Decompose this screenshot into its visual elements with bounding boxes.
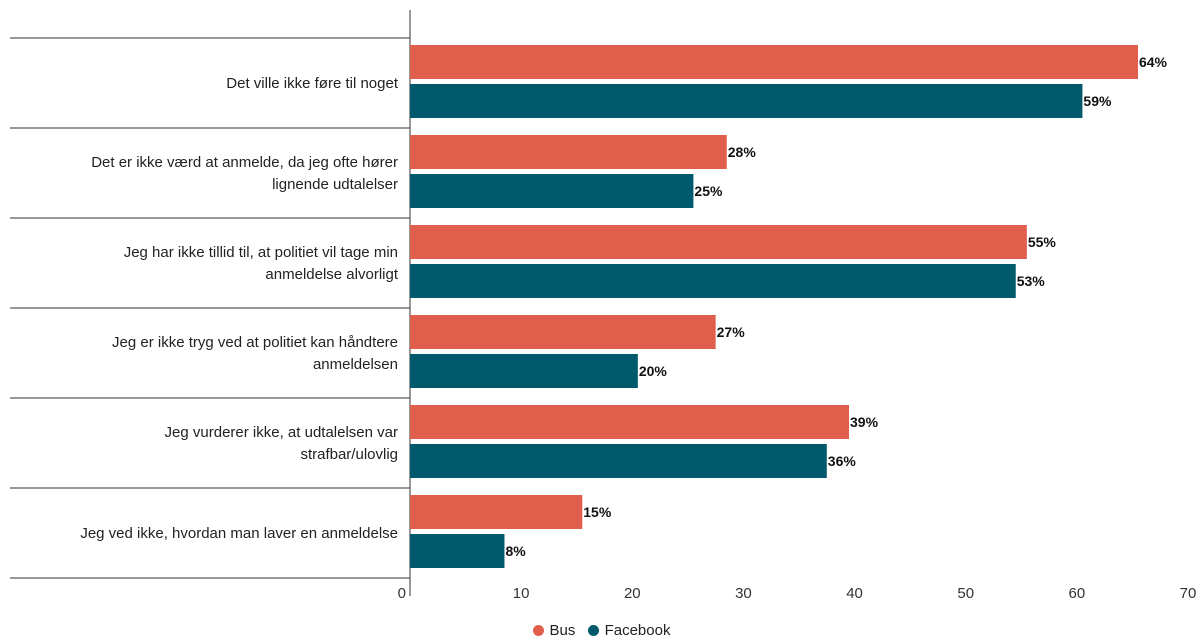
bar-bus bbox=[410, 135, 727, 169]
data-label-bus: 28% bbox=[728, 144, 757, 160]
data-label-facebook: 8% bbox=[505, 543, 526, 559]
category-label-line: lignende udtalelser bbox=[272, 176, 398, 193]
legend: Bus Facebook bbox=[0, 622, 1203, 640]
data-label-bus: 27% bbox=[717, 324, 746, 340]
category-label-line: Det er ikke værd at anmelde, da jeg ofte… bbox=[91, 154, 398, 171]
bar-facebook bbox=[410, 264, 1016, 298]
data-label-facebook: 25% bbox=[694, 183, 723, 199]
category-label: Det er ikke værd at anmelde, da jeg ofte… bbox=[91, 154, 398, 193]
x-tick-label: 70 bbox=[1180, 585, 1197, 602]
bar-facebook bbox=[410, 174, 694, 208]
x-tick-label: 0 bbox=[398, 585, 406, 602]
bar-facebook bbox=[410, 444, 827, 478]
data-label-facebook: 59% bbox=[1083, 93, 1112, 109]
bar-bus bbox=[410, 225, 1027, 259]
bar-bus bbox=[410, 495, 583, 529]
category-label-line: Jeg har ikke tillid til, at politiet vil… bbox=[124, 244, 398, 261]
x-tick-label: 20 bbox=[624, 585, 641, 602]
category-label: Jeg ved ikke, hvordan man laver en anmel… bbox=[80, 525, 398, 542]
x-tick-label: 40 bbox=[846, 585, 863, 602]
legend-label-facebook: Facebook bbox=[604, 622, 671, 639]
category-label-line: Det ville ikke føre til noget bbox=[226, 75, 399, 92]
data-label-bus: 39% bbox=[850, 414, 879, 430]
x-tick-label: 50 bbox=[957, 585, 974, 602]
legend-item-bus: Bus bbox=[532, 622, 576, 639]
bar-facebook bbox=[410, 84, 1083, 118]
x-tick-label: 60 bbox=[1069, 585, 1086, 602]
category-label-line: Jeg vurderer ikke, at udtalelsen var bbox=[165, 424, 398, 441]
category-label-line: anmeldelsen bbox=[313, 356, 398, 373]
category-label: Jeg er ikke tryg ved at politiet kan hån… bbox=[112, 334, 398, 373]
data-label-facebook: 36% bbox=[828, 453, 857, 469]
data-label-bus: 64% bbox=[1139, 54, 1168, 70]
data-label-bus: 15% bbox=[583, 504, 612, 520]
category-label-line: Jeg er ikke tryg ved at politiet kan hån… bbox=[112, 334, 398, 351]
x-tick-label: 10 bbox=[513, 585, 530, 602]
category-label: Det ville ikke føre til noget bbox=[226, 75, 399, 92]
legend-label-bus: Bus bbox=[549, 622, 576, 639]
data-label-facebook: 20% bbox=[639, 363, 668, 379]
data-label-bus: 55% bbox=[1028, 234, 1057, 250]
category-label-line: strafbar/ulovlig bbox=[300, 446, 398, 463]
bar-facebook bbox=[410, 534, 505, 568]
category-label-line: anmeldelse alvorligt bbox=[265, 266, 398, 283]
category-label: Jeg har ikke tillid til, at politiet vil… bbox=[124, 244, 399, 283]
category-label: Jeg vurderer ikke, at udtalelsen var stra… bbox=[165, 424, 398, 463]
legend-swatch-facebook bbox=[587, 625, 599, 636]
data-label-facebook: 53% bbox=[1017, 273, 1046, 289]
chart: 64% 59% Det ville ikke føre til noget 28% 25… bbox=[10, 10, 1197, 602]
bar-bus bbox=[410, 45, 1138, 79]
category-label-line: Jeg ved ikke, hvordan man laver en anmel… bbox=[80, 525, 398, 542]
bar-bus bbox=[410, 405, 850, 439]
x-tick-label: 30 bbox=[735, 585, 752, 602]
bar-bus bbox=[410, 315, 716, 349]
legend-item-facebook: Facebook bbox=[587, 622, 671, 639]
bar-facebook bbox=[410, 354, 638, 388]
legend-swatch-bus bbox=[532, 625, 544, 636]
